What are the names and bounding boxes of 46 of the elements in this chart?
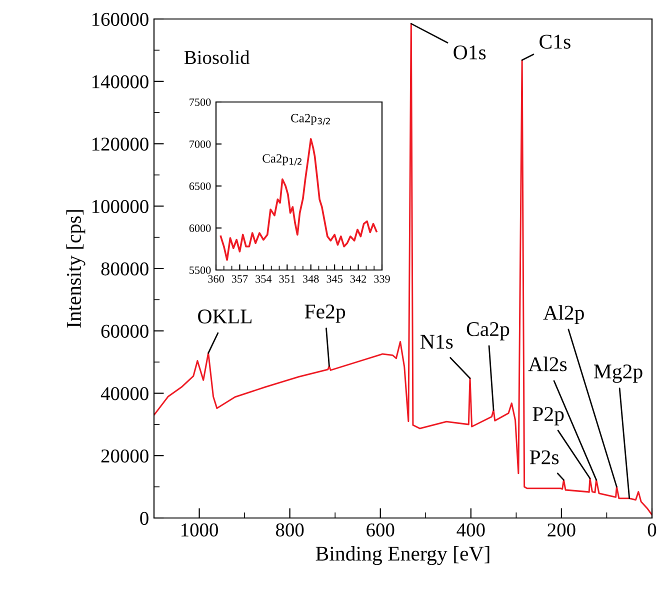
annotation: Ca2p$_{3/2}$: [291, 114, 330, 126]
annotation: Mg2p: [594, 364, 642, 383]
line-series: [220, 138, 378, 261]
x-tick-label: 600: [366, 523, 394, 537]
x-tick-label: 0: [648, 523, 656, 537]
y-tick-label: 20000: [101, 449, 148, 463]
y-tick-label: 60000: [101, 324, 148, 338]
y-tick-label: 7000: [190, 140, 211, 148]
x-axis-title: Binding Energy [eV]: [316, 546, 490, 565]
y-tick-label: 7500: [190, 98, 211, 106]
x-tick-label: 342: [350, 275, 366, 283]
annotation: O1s: [454, 45, 486, 60]
x-tick-label: 348: [303, 275, 319, 283]
y-tick-label: 100000: [92, 200, 148, 214]
x-tick-label: 345: [326, 275, 342, 283]
y-tick-label: 160000: [92, 12, 148, 26]
x-tick-label: 400: [456, 523, 485, 537]
annotation: N1s: [420, 334, 453, 349]
annotation: OKLL: [198, 310, 252, 324]
annotation: Biosolid: [184, 50, 250, 64]
x-tick-label: 1000: [182, 523, 218, 537]
annotation: Al2p: [543, 305, 584, 324]
annotation: Ca2p: [466, 322, 510, 340]
line-series: [154, 22, 652, 516]
x-tick-label: 800: [276, 523, 304, 537]
x-tick-label: 339: [374, 275, 390, 283]
annotation: Ca2p$_{1/2}$: [262, 154, 302, 166]
x-tick-label: 200: [548, 523, 576, 537]
y-tick-label: 6500: [189, 182, 211, 190]
x-tick-label: 351: [279, 275, 295, 283]
y-tick-label: 80000: [101, 262, 148, 276]
y-tick-label: 40000: [100, 387, 148, 400]
x-tick-label: 357: [232, 275, 248, 283]
y-tick-label: 140000: [92, 75, 148, 88]
y-tick-label: 120000: [92, 138, 148, 151]
annotation: P2p: [532, 407, 564, 426]
x-tick-label: 360: [208, 275, 224, 283]
y-tick-label: 5500: [190, 266, 211, 274]
annotation: Fe2p: [304, 304, 346, 323]
x-tick-label: 354: [256, 275, 272, 283]
y-tick-label: 6000: [189, 224, 211, 232]
y-axis-title: Intensity [cps]: [66, 210, 86, 328]
annotation: C1s: [540, 34, 570, 49]
annotation: P2s: [530, 450, 559, 464]
y-tick-label: 0: [140, 512, 148, 525]
annotation: Al2s: [528, 356, 567, 372]
